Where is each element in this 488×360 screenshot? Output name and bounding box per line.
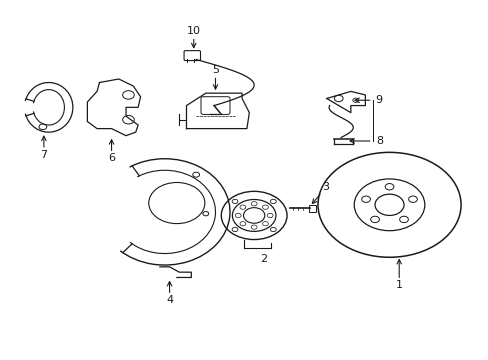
Text: 8: 8: [375, 136, 382, 146]
Text: 7: 7: [40, 150, 47, 160]
Text: 10: 10: [186, 26, 201, 36]
Text: 3: 3: [321, 183, 328, 192]
Text: 2: 2: [260, 254, 267, 264]
FancyBboxPatch shape: [201, 97, 229, 114]
Text: 9: 9: [374, 95, 382, 105]
Text: 6: 6: [108, 153, 115, 163]
Text: 1: 1: [395, 280, 402, 290]
FancyBboxPatch shape: [183, 51, 200, 60]
Bar: [308, 205, 315, 212]
Text: 4: 4: [165, 295, 173, 305]
Text: 5: 5: [212, 66, 219, 76]
